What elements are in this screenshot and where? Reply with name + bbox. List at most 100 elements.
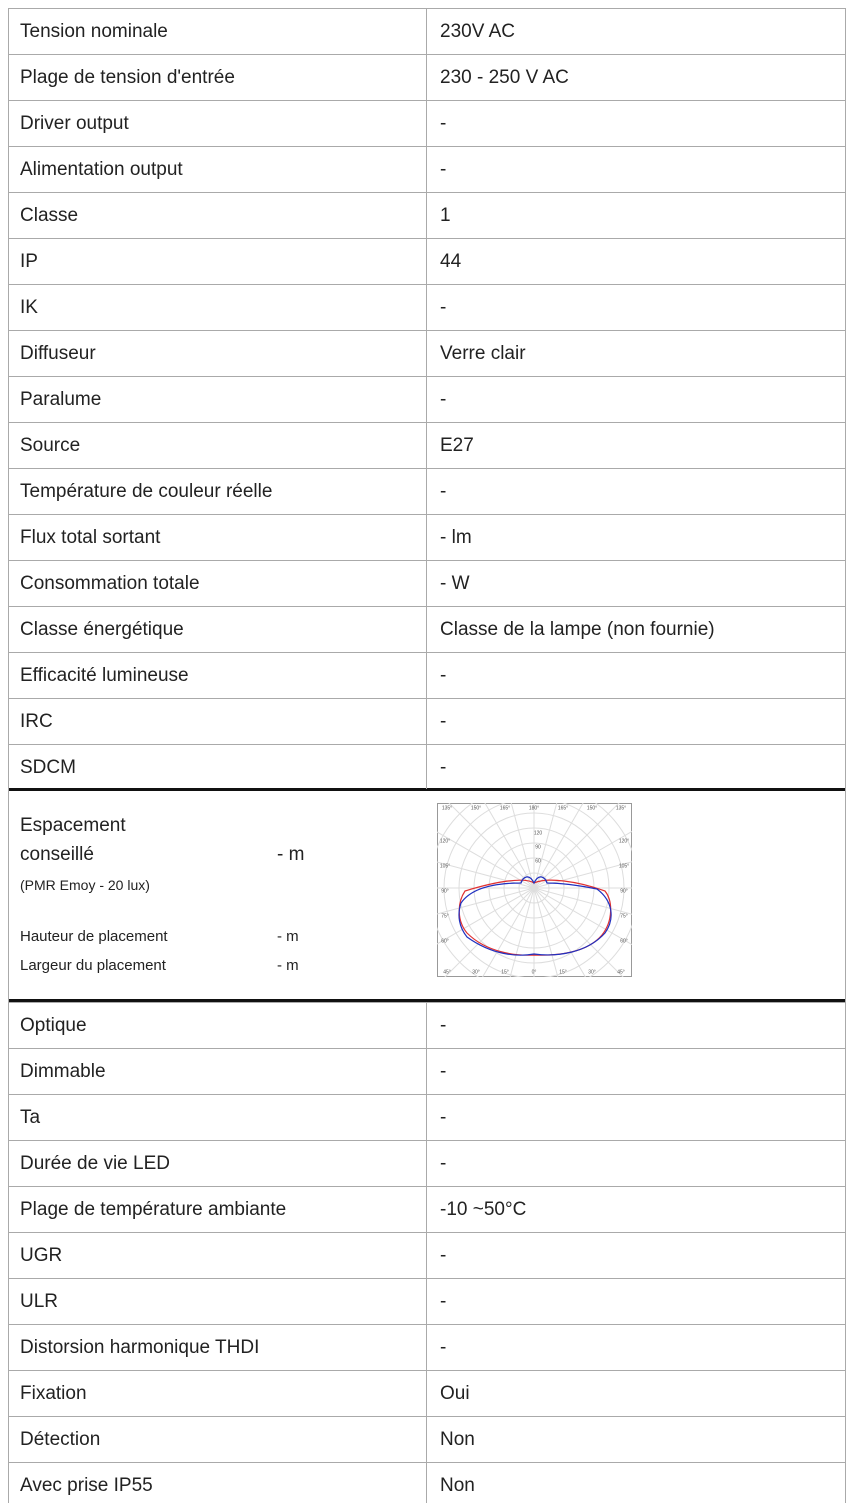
spacing-label: conseillé [20,844,94,865]
table-row: Driver output - [8,100,846,146]
radial-label: 60 [535,858,541,864]
row-value: - [440,1061,447,1082]
table-row: Consommation totale - W [8,560,846,606]
row-label: Tension nominale [20,21,168,42]
table-row: Avec prise IP55 Non [8,1462,846,1503]
row-label: Dimmable [20,1061,106,1082]
curve-c90 [458,876,612,956]
angle-label: 75° [620,913,628,919]
radial-label: 90 [535,844,541,850]
table-edge [8,8,9,1503]
polar-grid [437,803,632,977]
table-row: Ta - [8,1094,846,1140]
row-label: Driver output [20,113,129,134]
row-value: - [440,389,447,410]
row-label: Flux total sortant [20,527,161,548]
row-label: Avec prise IP55 [20,1475,153,1496]
spacing-value: - m [277,844,305,865]
row-label: IP [20,251,38,272]
row-value: Non [440,1475,475,1496]
angle-label: 30° [588,969,596,975]
spacing-label: Espacement [20,815,126,836]
grid-ray [510,803,535,889]
row-value: - [440,1153,447,1174]
row-label: Fixation [20,1383,87,1404]
grid-ray [437,831,535,889]
height-value: - m [277,928,299,945]
angle-label: 45° [617,969,625,975]
table-row: IRC - [8,698,846,744]
table-row: Plage de tension d'entrée 230 - 250 V AC [8,54,846,100]
angle-label: 165° [558,805,568,811]
angle-label: 165° [500,805,510,811]
row-label: IK [20,297,38,318]
row-value: - [440,1245,447,1266]
table-row: Optique - [8,1002,846,1048]
table-row: Source E27 [8,422,846,468]
row-label: Plage de température ambiante [20,1199,287,1220]
column-divider [426,8,427,789]
grid-ray [533,803,620,889]
row-label: Source [20,435,81,456]
row-value: - [440,159,447,180]
grid-ray [533,887,632,915]
row-value: Oui [440,1383,470,1404]
table-row: IP 44 [8,238,846,284]
grid-ray [533,887,586,977]
row-label: Plage de tension d'entrée [20,67,235,88]
table-row: Flux total sortant - lm [8,514,846,560]
angle-label: 105° [619,863,629,869]
row-value: - [440,757,447,778]
row-label: Diffuseur [20,343,96,364]
angle-label: 0° [532,969,537,975]
row-label: Durée de vie LED [20,1153,170,1174]
table-row: Classe 1 [8,192,846,238]
angle-label: 15° [559,969,567,975]
column-divider [426,1002,427,1503]
row-label: IRC [20,711,53,732]
grid-ray [533,830,632,889]
row-value: - [440,1337,447,1358]
row-value: - [440,1107,447,1128]
grid-ray [509,887,535,977]
angle-label: 180° [529,805,539,811]
table-row: Classe énergétique Classe de la lampe (no… [8,606,846,652]
row-label: Paralume [20,389,102,410]
grid-ray [437,887,535,915]
row-label: Ta [20,1107,41,1128]
table-row: Efficacité lumineuse - [8,652,846,698]
angle-label: 60° [620,938,628,944]
angle-label: 90° [441,888,449,894]
grid-ray [533,861,632,889]
row-value: - [440,1291,447,1312]
grid-ray [437,887,535,945]
section-border [8,999,846,1002]
angle-label: 105° [440,863,450,869]
grid-ray [533,887,632,946]
row-value: 44 [440,251,462,272]
angle-label: 135° [442,805,452,811]
angle-label: 45° [443,969,451,975]
grid-ray [437,861,535,889]
angle-label: 135° [616,805,626,811]
table-row: Plage de température ambiante -10 ~50°C [8,1186,846,1232]
angle-label: 150° [587,805,597,811]
row-value: - [440,113,447,134]
grid-ray [533,803,558,889]
angle-label: 90° [620,888,628,894]
row-label: Température de couleur réelle [20,481,273,502]
table-row: UGR - [8,1232,846,1278]
row-value: - [440,665,447,686]
row-label: Alimentation output [20,159,183,180]
table-row: Durée de vie LED - [8,1140,846,1186]
row-value: - [440,297,447,318]
table-row: ULR - [8,1278,846,1324]
row-label: Efficacité lumineuse [20,665,189,686]
table-row: Détection Non [8,1416,846,1462]
table-row: IK - [8,284,846,330]
row-value: - lm [440,527,472,548]
grid-ray [444,887,535,977]
row-value: - [440,711,447,732]
row-value: - [440,1015,447,1036]
